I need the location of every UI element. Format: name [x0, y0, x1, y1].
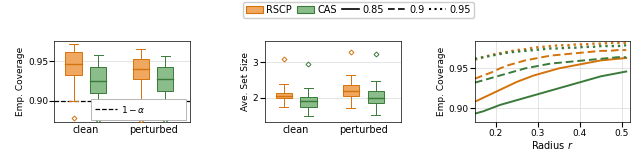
Y-axis label: Emp. Coverage: Emp. Coverage — [436, 47, 445, 116]
Y-axis label: Emp. Coverage: Emp. Coverage — [16, 47, 25, 116]
Polygon shape — [343, 85, 359, 96]
Polygon shape — [300, 97, 317, 106]
Legend: RSCP, CAS, 0.85, 0.9, 0.95: RSCP, CAS, 0.85, 0.9, 0.95 — [243, 2, 474, 18]
Polygon shape — [367, 91, 384, 103]
Polygon shape — [132, 59, 149, 79]
Polygon shape — [276, 93, 292, 98]
Polygon shape — [65, 52, 82, 75]
Polygon shape — [157, 67, 173, 91]
X-axis label: Radius $r$: Radius $r$ — [531, 139, 574, 151]
FancyBboxPatch shape — [91, 99, 186, 120]
Text: $1-\alpha$:: $1-\alpha$: — [256, 7, 285, 19]
Text: $1-\alpha$: $1-\alpha$ — [121, 104, 146, 115]
Y-axis label: Ave. Set Size: Ave. Set Size — [241, 52, 250, 111]
Polygon shape — [90, 67, 106, 93]
